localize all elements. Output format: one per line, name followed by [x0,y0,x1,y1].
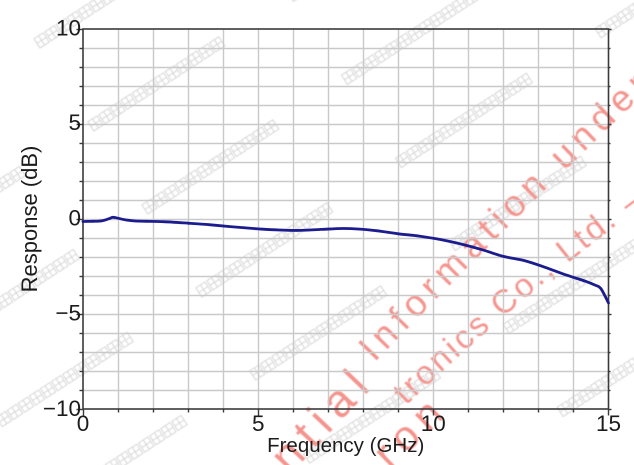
svg-text:0: 0 [68,206,81,231]
svg-text:10: 10 [56,16,81,41]
svg-text:−10: −10 [43,396,81,421]
svg-text:15: 15 [596,411,621,436]
svg-text:−5: −5 [55,301,81,326]
svg-text:0: 0 [77,411,90,436]
svg-text:5: 5 [252,411,265,436]
svg-text:5: 5 [68,110,81,135]
svg-text:Response (dB): Response (dB) [17,146,42,293]
svg-text:10: 10 [421,411,446,436]
svg-text:Frequency (GHz): Frequency (GHz) [267,434,424,457]
